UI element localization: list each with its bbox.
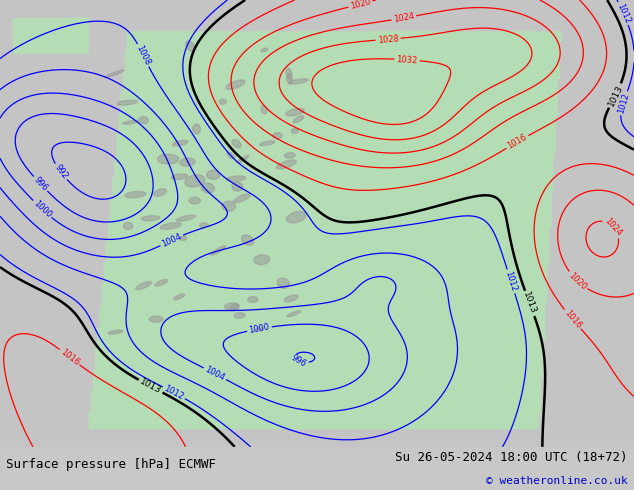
Ellipse shape [171, 174, 188, 179]
Ellipse shape [185, 175, 205, 187]
Ellipse shape [261, 48, 268, 52]
Ellipse shape [207, 170, 220, 179]
Ellipse shape [261, 106, 267, 114]
Text: 1032: 1032 [396, 54, 418, 65]
Ellipse shape [224, 303, 238, 310]
Ellipse shape [186, 41, 195, 51]
Text: 1012: 1012 [615, 2, 631, 25]
Text: 1000: 1000 [249, 322, 271, 335]
Text: 1012: 1012 [616, 92, 631, 114]
Ellipse shape [277, 278, 289, 288]
Ellipse shape [230, 304, 240, 311]
Text: 992: 992 [53, 163, 69, 181]
Ellipse shape [293, 116, 304, 123]
Ellipse shape [242, 235, 254, 245]
Text: 1024: 1024 [393, 12, 415, 24]
Text: 1028: 1028 [377, 34, 399, 45]
Ellipse shape [287, 311, 301, 317]
Text: 1013: 1013 [138, 377, 163, 395]
Text: 996: 996 [32, 175, 49, 193]
Ellipse shape [176, 215, 195, 221]
Ellipse shape [117, 100, 138, 105]
Text: Surface pressure [hPa] ECMWF: Surface pressure [hPa] ECMWF [6, 458, 216, 470]
Ellipse shape [149, 316, 163, 322]
Ellipse shape [291, 128, 299, 133]
Ellipse shape [124, 222, 133, 229]
Ellipse shape [193, 124, 200, 134]
Text: 1016: 1016 [506, 133, 529, 151]
Ellipse shape [108, 330, 123, 334]
Ellipse shape [122, 121, 138, 124]
Ellipse shape [236, 156, 249, 163]
Ellipse shape [125, 192, 146, 198]
Text: 1020: 1020 [349, 0, 372, 11]
Ellipse shape [287, 74, 292, 83]
Text: 1004: 1004 [160, 232, 183, 249]
Ellipse shape [256, 327, 263, 331]
Ellipse shape [285, 152, 295, 158]
Ellipse shape [189, 197, 200, 204]
Ellipse shape [200, 223, 209, 227]
Ellipse shape [273, 133, 282, 139]
Ellipse shape [201, 183, 214, 193]
Ellipse shape [219, 99, 226, 104]
Ellipse shape [180, 236, 186, 241]
Text: 1008: 1008 [134, 44, 152, 67]
Text: 1013: 1013 [522, 291, 538, 316]
Text: 996: 996 [290, 353, 308, 369]
Text: 1012: 1012 [162, 384, 185, 402]
Ellipse shape [174, 294, 184, 300]
Ellipse shape [157, 154, 179, 164]
Ellipse shape [141, 216, 160, 220]
Ellipse shape [210, 246, 226, 255]
Ellipse shape [248, 296, 258, 302]
Ellipse shape [222, 201, 236, 211]
Ellipse shape [234, 313, 245, 318]
Ellipse shape [260, 141, 275, 146]
Ellipse shape [226, 80, 245, 89]
Text: 1000: 1000 [31, 199, 53, 220]
Text: 1020: 1020 [567, 270, 588, 292]
Text: 1004: 1004 [204, 365, 226, 383]
Ellipse shape [155, 279, 168, 286]
Ellipse shape [254, 255, 269, 265]
Ellipse shape [232, 140, 241, 148]
Ellipse shape [232, 182, 243, 191]
Text: 1016: 1016 [58, 347, 81, 367]
Text: Su 26-05-2024 18:00 UTC (18+72): Su 26-05-2024 18:00 UTC (18+72) [395, 451, 628, 464]
Ellipse shape [160, 222, 181, 229]
Text: 1024: 1024 [603, 217, 624, 238]
Ellipse shape [286, 108, 304, 116]
Text: 1012: 1012 [503, 270, 519, 293]
Text: 1013: 1013 [606, 83, 624, 108]
Ellipse shape [106, 70, 124, 77]
Ellipse shape [172, 140, 188, 146]
Ellipse shape [136, 282, 152, 290]
Ellipse shape [153, 189, 167, 196]
Text: © weatheronline.co.uk: © weatheronline.co.uk [486, 476, 628, 487]
Ellipse shape [288, 79, 308, 84]
Ellipse shape [287, 212, 306, 223]
Ellipse shape [227, 152, 235, 159]
Ellipse shape [286, 68, 292, 79]
Ellipse shape [233, 194, 250, 202]
Ellipse shape [284, 295, 298, 302]
Text: 1016: 1016 [562, 308, 583, 330]
Ellipse shape [179, 158, 195, 166]
Ellipse shape [139, 117, 148, 124]
Ellipse shape [276, 160, 296, 169]
Ellipse shape [226, 176, 246, 181]
